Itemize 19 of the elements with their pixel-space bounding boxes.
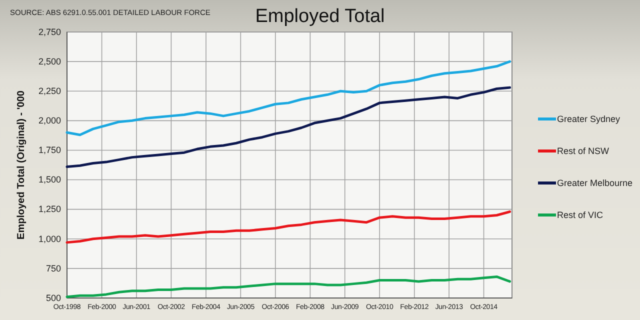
legend-label: Rest of NSW: [557, 146, 610, 156]
chart-title: Employed Total: [255, 6, 385, 27]
line-series: [66, 86, 512, 168]
line-series: [66, 210, 512, 244]
legend-label: Greater Sydney: [557, 114, 621, 124]
y-tick-label: 2,500: [38, 56, 61, 66]
y-tick-label: 1,000: [38, 234, 61, 244]
y-tick-label: 750: [46, 263, 61, 274]
y-tick-label: 1,750: [38, 145, 61, 156]
y-tick-label: 1,500: [38, 174, 61, 185]
line-series: [66, 60, 512, 136]
y-tick-label: 500: [46, 292, 61, 303]
y-tick-label: 1,250: [38, 204, 61, 214]
y-axis-title: Employed Total (Original) - '000: [16, 90, 27, 240]
legend-label: Greater Melbourne: [557, 178, 633, 188]
y-tick-label: 2,750: [38, 26, 61, 37]
legend-label: Rest of VIC: [557, 210, 604, 220]
y-tick-label: 2,250: [38, 86, 61, 96]
y-tick-label: 2,000: [38, 116, 61, 126]
